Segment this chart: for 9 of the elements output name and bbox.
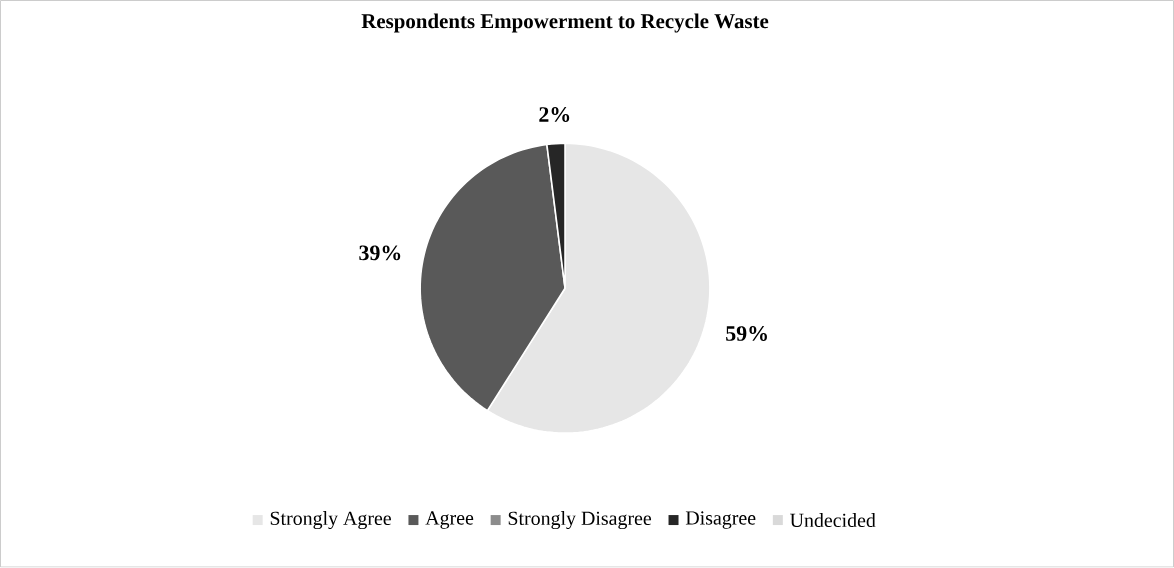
legend-label: Undecided	[790, 513, 876, 528]
chart-title: Respondents Empowerment to Recycle Waste	[361, 13, 769, 33]
legend-label: Disagree	[685, 511, 756, 530]
data-label: 39%	[359, 245, 401, 261]
legend-label: Strongly Agree	[270, 511, 391, 530]
data-label: 59%	[726, 326, 767, 342]
legend-label: Agree	[425, 511, 474, 530]
data-label: 2%	[539, 107, 570, 123]
legend-label: Strongly Disagree	[508, 511, 652, 530]
